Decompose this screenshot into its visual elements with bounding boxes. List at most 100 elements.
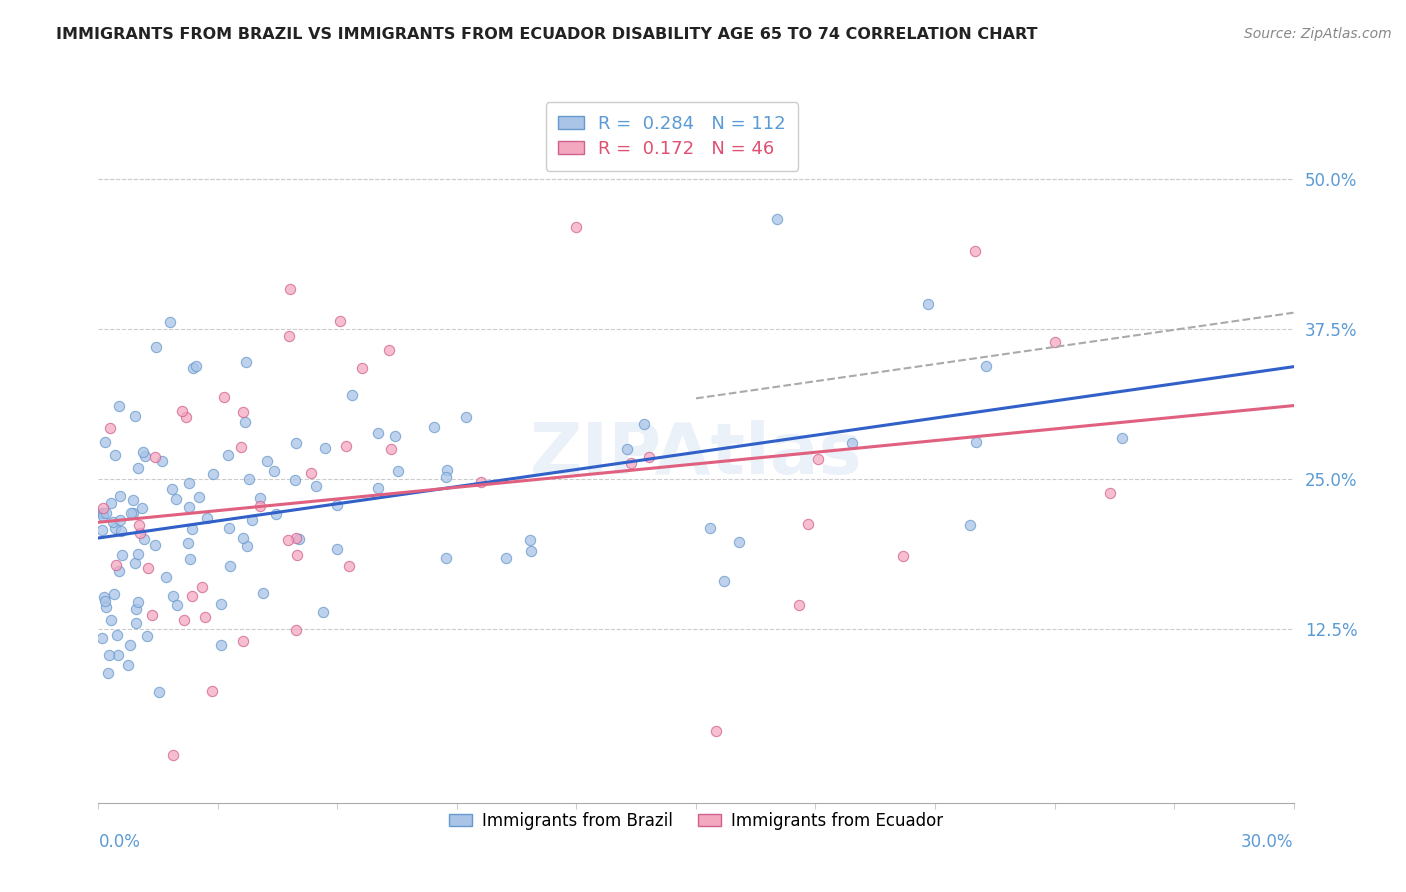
Point bbox=[352, 360, 374, 375]
Point bbox=[229, 440, 252, 454]
Point bbox=[713, 574, 735, 589]
Point bbox=[190, 580, 212, 594]
Text: Source: ZipAtlas.com: Source: ZipAtlas.com bbox=[1244, 27, 1392, 41]
Point bbox=[162, 747, 184, 762]
Point bbox=[620, 456, 643, 470]
Point bbox=[94, 599, 117, 614]
Point bbox=[94, 506, 117, 520]
Point bbox=[891, 549, 914, 563]
Point bbox=[124, 615, 146, 630]
Text: ZIPAtlas: ZIPAtlas bbox=[530, 420, 862, 490]
Point bbox=[143, 450, 166, 465]
Point bbox=[188, 490, 211, 504]
Point bbox=[252, 586, 274, 600]
Point bbox=[314, 441, 336, 455]
Point bbox=[128, 518, 150, 533]
Point bbox=[218, 521, 240, 535]
Point bbox=[285, 623, 308, 637]
Point bbox=[124, 556, 146, 570]
Point bbox=[180, 590, 202, 604]
Point bbox=[232, 634, 254, 648]
Point bbox=[91, 506, 114, 520]
Point bbox=[209, 638, 232, 652]
Point bbox=[367, 481, 389, 495]
Point bbox=[436, 463, 458, 477]
Point bbox=[285, 436, 308, 450]
Point bbox=[104, 448, 127, 462]
Point bbox=[495, 550, 517, 565]
Point bbox=[287, 533, 309, 547]
Point bbox=[173, 613, 195, 627]
Point bbox=[963, 244, 986, 258]
Point bbox=[179, 476, 201, 491]
Point bbox=[124, 409, 146, 424]
Point bbox=[131, 501, 153, 516]
Point bbox=[120, 507, 142, 521]
Point bbox=[110, 524, 132, 538]
Point bbox=[100, 613, 122, 627]
Point bbox=[132, 532, 155, 546]
Point bbox=[434, 550, 457, 565]
Point bbox=[387, 464, 409, 478]
Point bbox=[91, 507, 114, 521]
Point bbox=[93, 590, 115, 604]
Point bbox=[177, 536, 200, 550]
Point bbox=[127, 595, 149, 609]
Point bbox=[127, 547, 149, 561]
Point bbox=[337, 559, 360, 574]
Point bbox=[638, 450, 661, 464]
Point bbox=[727, 535, 749, 549]
Point bbox=[284, 473, 307, 487]
Point bbox=[108, 513, 131, 527]
Point bbox=[380, 442, 402, 456]
Point bbox=[299, 466, 322, 480]
Point bbox=[519, 533, 541, 548]
Point bbox=[233, 415, 256, 429]
Point bbox=[367, 425, 389, 440]
Point bbox=[97, 665, 120, 680]
Point bbox=[285, 549, 308, 563]
Point bbox=[218, 558, 240, 573]
Point bbox=[456, 410, 478, 425]
Legend: Immigrants from Brazil, Immigrants from Ecuador: Immigrants from Brazil, Immigrants from … bbox=[441, 805, 950, 836]
Point bbox=[285, 532, 308, 546]
Point bbox=[105, 558, 128, 573]
Point bbox=[520, 544, 543, 558]
Point bbox=[217, 448, 239, 462]
Point bbox=[277, 533, 299, 547]
Point bbox=[633, 417, 655, 432]
Point bbox=[107, 565, 129, 579]
Point bbox=[121, 493, 143, 508]
Point bbox=[91, 632, 114, 646]
Point bbox=[1111, 431, 1133, 445]
Text: 0.0%: 0.0% bbox=[98, 833, 141, 851]
Point bbox=[235, 355, 257, 369]
Point bbox=[170, 403, 193, 417]
Point bbox=[384, 428, 406, 442]
Point bbox=[194, 610, 217, 624]
Point bbox=[232, 531, 254, 545]
Point bbox=[91, 523, 114, 537]
Point bbox=[124, 601, 146, 615]
Point bbox=[807, 452, 830, 467]
Point bbox=[263, 464, 285, 478]
Point bbox=[107, 399, 129, 413]
Point bbox=[166, 599, 188, 613]
Point bbox=[266, 508, 288, 522]
Point bbox=[143, 538, 166, 552]
Point bbox=[766, 211, 789, 226]
Point bbox=[959, 518, 981, 533]
Point bbox=[103, 587, 125, 601]
Point bbox=[121, 506, 143, 520]
Point bbox=[256, 454, 278, 468]
Point bbox=[329, 314, 352, 328]
Point bbox=[434, 470, 457, 484]
Point bbox=[565, 219, 588, 234]
Point bbox=[105, 627, 128, 641]
Point bbox=[134, 449, 156, 463]
Point bbox=[160, 482, 183, 496]
Point bbox=[312, 605, 335, 619]
Point bbox=[159, 315, 181, 329]
Point bbox=[136, 561, 159, 575]
Point bbox=[181, 360, 204, 375]
